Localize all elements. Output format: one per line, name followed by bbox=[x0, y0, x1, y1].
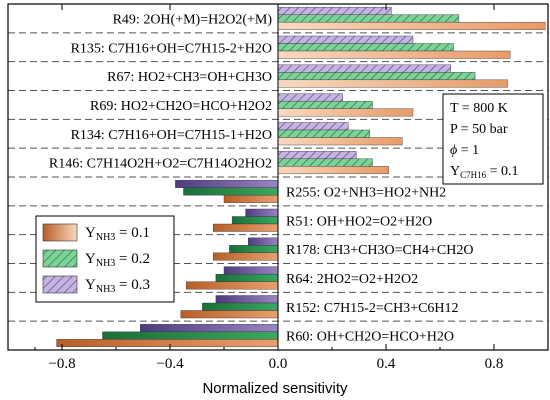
bar-series-3 bbox=[175, 179, 279, 188]
bar-series-2 bbox=[277, 72, 476, 81]
bar-series-2 bbox=[202, 302, 279, 311]
bar-series-1 bbox=[277, 50, 511, 59]
bar-series-1 bbox=[277, 166, 389, 175]
legend-label-sub: NH3 bbox=[96, 258, 115, 269]
bar-series-1 bbox=[180, 310, 279, 319]
axes-group: −0.8 −0.4 0.0 0.4 0.8 bbox=[7, 3, 549, 372]
bar-series-3 bbox=[245, 208, 279, 217]
bar-series-1 bbox=[212, 252, 279, 261]
bar-series-1 bbox=[223, 194, 279, 203]
y-subscript: C7H16 bbox=[460, 170, 487, 180]
reaction-label: R134: C7H16+OH=C7H15-1+H2O bbox=[71, 128, 272, 143]
legend-label-sub: NH3 bbox=[96, 232, 115, 243]
reaction-label: R67: HO2+CH3=OH+CH3O bbox=[107, 70, 272, 85]
y-symbol: Y bbox=[450, 164, 460, 179]
phi-value: = 1 bbox=[457, 143, 479, 158]
bar-series-3 bbox=[223, 266, 279, 275]
bar-series-1 bbox=[212, 223, 279, 232]
bar-series-1 bbox=[277, 79, 508, 88]
x-tick-label: −0.8 bbox=[48, 356, 75, 372]
bar-series-2 bbox=[277, 129, 371, 138]
reaction-label: R135: C7H16+OH=C7H15-2+H2O bbox=[71, 41, 272, 56]
bar-series-3 bbox=[277, 151, 357, 160]
legend-label: YNH3 = 0.3 bbox=[85, 277, 150, 295]
condition-heptane-fraction: YC7H16 = 0.1 bbox=[450, 164, 519, 180]
reaction-label: R146: C7H14O2H+O2=C7H14O2HO2 bbox=[49, 157, 272, 172]
legend-label-main: Y bbox=[85, 251, 96, 267]
reaction-label: R49: 2OH(+M)=H2O2(+M) bbox=[113, 12, 273, 27]
bar-series-1 bbox=[277, 21, 546, 30]
legend-label-main: Y bbox=[85, 277, 96, 293]
reaction-label: R51: OH+HO2=O2+H2O bbox=[286, 214, 432, 229]
reaction-label: R178: CH3+CH3O=CH4+CH2O bbox=[286, 243, 473, 258]
bar-series-2 bbox=[215, 273, 279, 282]
bar-series-1 bbox=[185, 281, 279, 290]
bar-series-2 bbox=[183, 187, 279, 196]
bar-series-2 bbox=[229, 245, 279, 254]
legend-label-value: = 0.1 bbox=[115, 225, 150, 241]
bar-series-3 bbox=[215, 295, 279, 304]
bar-series-2 bbox=[102, 331, 279, 340]
bar-series-3 bbox=[277, 122, 349, 131]
legend-label-main: Y bbox=[85, 225, 96, 241]
bar-series-2 bbox=[277, 14, 460, 23]
x-tick-label: 0.8 bbox=[485, 356, 504, 372]
reaction-labels: R49: 2OH(+M)=H2O2(+M) R135: C7H16+OH=C7H1… bbox=[49, 12, 474, 344]
bar-series-2 bbox=[277, 43, 454, 52]
legend-swatch bbox=[42, 275, 78, 294]
legend-label: YNH3 = 0.1 bbox=[85, 225, 150, 243]
legend-label-value: = 0.3 bbox=[115, 277, 150, 293]
bar-series-2 bbox=[277, 100, 373, 109]
legend-swatch bbox=[42, 223, 78, 242]
reaction-label: R255: O2+NH3=HO2+NH2 bbox=[286, 185, 446, 200]
reaction-label: R152: C7H15-2=CH3+C6H12 bbox=[286, 301, 459, 316]
bar-series-2 bbox=[231, 216, 279, 225]
bar-series-3 bbox=[140, 324, 279, 333]
x-tick-label: −0.4 bbox=[156, 356, 184, 372]
condition-equivalence-ratio: ϕ = 1 bbox=[450, 143, 479, 158]
bar-series-3 bbox=[277, 64, 452, 73]
bar-series-3 bbox=[277, 6, 392, 15]
reaction-label: R69: HO2+CH2O=HCO+H2O2 bbox=[90, 99, 272, 114]
condition-temperature: T = 800 K bbox=[450, 101, 508, 116]
conditions-box-frame bbox=[442, 93, 544, 185]
reaction-label: R64: 2HO2=O2+H2O2 bbox=[286, 272, 418, 287]
bar-series-3 bbox=[277, 35, 414, 44]
bar-series-1 bbox=[277, 137, 403, 146]
x-tick-label: 0.4 bbox=[377, 356, 396, 372]
bar-series-1 bbox=[56, 339, 279, 348]
phi-symbol: ϕ bbox=[450, 143, 457, 158]
legend-label: YNH3 = 0.2 bbox=[85, 251, 150, 269]
bar-series-3 bbox=[248, 237, 279, 246]
conditions-box: T = 800 K P = 50 bar ϕ = 1 YC7H16 = 0.1 bbox=[442, 93, 544, 185]
bar-series-3 bbox=[277, 93, 344, 102]
y-value: = 0.1 bbox=[486, 164, 518, 179]
bar-series-2 bbox=[277, 158, 373, 167]
legend-label-value: = 0.2 bbox=[115, 251, 150, 267]
bar-series-1 bbox=[277, 108, 414, 117]
reaction-label: R60: OH+CH2O=HCO+H2O bbox=[286, 330, 454, 345]
condition-pressure: P = 50 bar bbox=[450, 122, 508, 137]
legend-label-sub: NH3 bbox=[96, 284, 115, 295]
x-tick-label: 0.0 bbox=[269, 356, 288, 372]
legend-swatch bbox=[42, 249, 78, 268]
x-axis-title: Normalized sensitivity bbox=[202, 380, 348, 397]
